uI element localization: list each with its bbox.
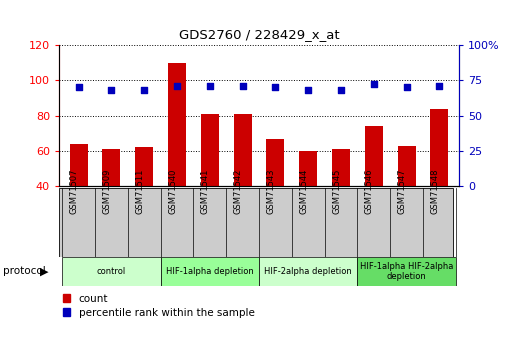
Text: protocol: protocol <box>3 266 45 276</box>
Point <box>304 87 312 93</box>
Point <box>271 85 280 90</box>
Text: GSM71544: GSM71544 <box>299 168 308 214</box>
Bar <box>259 257 358 286</box>
Bar <box>201 114 219 257</box>
Bar <box>135 147 153 257</box>
Bar <box>358 257 456 286</box>
Text: HIF-1alpha depletion: HIF-1alpha depletion <box>166 267 254 276</box>
Point <box>370 82 378 87</box>
Text: HIF-1alpha HIF-2alpha
depletion: HIF-1alpha HIF-2alpha depletion <box>360 262 453 281</box>
Title: GDS2760 / 228429_x_at: GDS2760 / 228429_x_at <box>179 28 340 41</box>
Text: GSM71541: GSM71541 <box>201 168 210 214</box>
Point <box>403 85 411 90</box>
Point <box>140 87 148 93</box>
Bar <box>70 144 88 257</box>
Text: GSM71548: GSM71548 <box>430 168 440 214</box>
Text: GSM71547: GSM71547 <box>398 168 407 214</box>
Bar <box>430 108 448 257</box>
Point <box>239 83 247 89</box>
Bar <box>266 139 285 257</box>
Text: GSM71546: GSM71546 <box>365 168 374 214</box>
Text: control: control <box>97 267 126 276</box>
Text: GSM71543: GSM71543 <box>266 168 275 214</box>
Text: GSM71545: GSM71545 <box>332 168 341 214</box>
Point <box>436 83 444 89</box>
Point <box>337 87 345 93</box>
Text: GSM71507: GSM71507 <box>70 168 78 214</box>
Text: GSM71540: GSM71540 <box>168 168 177 214</box>
Text: GSM71509: GSM71509 <box>103 168 111 214</box>
Point <box>107 87 115 93</box>
Bar <box>62 257 161 286</box>
Bar <box>161 257 259 286</box>
Point <box>206 83 214 89</box>
Text: GSM71542: GSM71542 <box>233 168 243 214</box>
Bar <box>332 149 350 257</box>
Text: HIF-2alpha depletion: HIF-2alpha depletion <box>264 267 352 276</box>
Bar <box>398 146 416 257</box>
Bar <box>365 126 383 257</box>
Bar <box>233 114 252 257</box>
Point <box>173 83 181 89</box>
Text: ▶: ▶ <box>40 266 48 276</box>
Bar <box>299 151 317 257</box>
Bar <box>103 149 121 257</box>
Text: GSM71511: GSM71511 <box>135 168 144 214</box>
Bar <box>168 62 186 257</box>
Legend: count, percentile rank within the sample: count, percentile rank within the sample <box>59 289 259 322</box>
Point <box>74 85 83 90</box>
